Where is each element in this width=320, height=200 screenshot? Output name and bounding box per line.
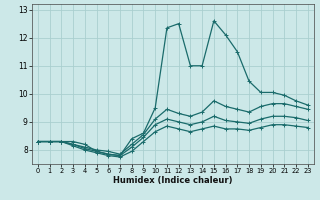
X-axis label: Humidex (Indice chaleur): Humidex (Indice chaleur)	[113, 176, 233, 185]
